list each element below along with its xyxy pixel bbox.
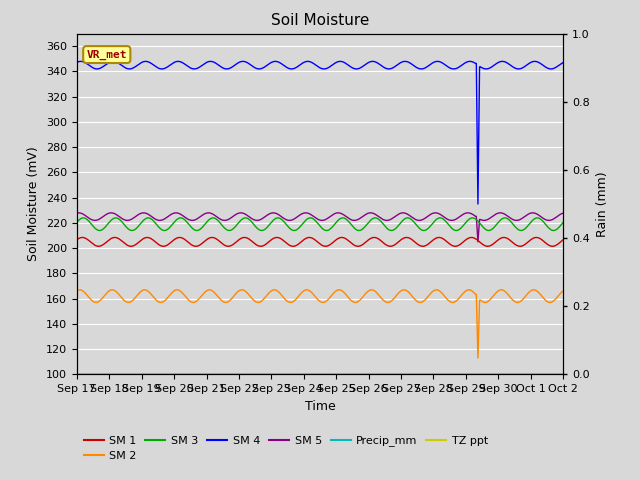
- X-axis label: Time: Time: [305, 400, 335, 413]
- Legend: SM 1, SM 2, SM 3, SM 4, SM 5, Precip_mm, TZ ppt: SM 1, SM 2, SM 3, SM 4, SM 5, Precip_mm,…: [79, 431, 493, 466]
- Y-axis label: Rain (mm): Rain (mm): [596, 171, 609, 237]
- Text: VR_met: VR_met: [86, 49, 127, 60]
- Y-axis label: Soil Moisture (mV): Soil Moisture (mV): [28, 146, 40, 262]
- Title: Soil Moisture: Soil Moisture: [271, 13, 369, 28]
